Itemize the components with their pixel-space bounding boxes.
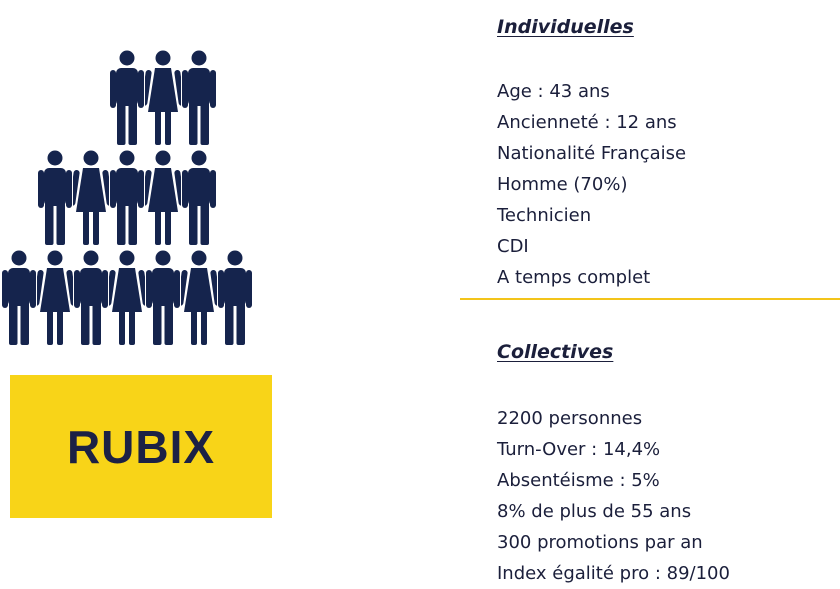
- person-icon: [110, 150, 144, 245]
- person-icon: [37, 250, 73, 345]
- person-icon: [218, 250, 252, 345]
- list-item: Homme (70%): [497, 174, 628, 195]
- person-icon: [146, 250, 180, 345]
- person-icon: [182, 150, 216, 245]
- logo-text: RUBIX: [66, 420, 216, 473]
- logo: RUBIX: [10, 375, 272, 518]
- item-list: Age : 43 ans Ancienneté : 12 ans Nationali…: [497, 76, 686, 293]
- person-icon: [109, 250, 145, 345]
- person-icon: [110, 50, 144, 145]
- people-pyramid: [2, 50, 252, 345]
- divider: [460, 298, 840, 300]
- list-item: 8% de plus de 55 ans: [497, 501, 692, 522]
- section-heading: Collectives: [497, 341, 614, 363]
- list-item: Age : 43 ans: [497, 81, 610, 102]
- section-heading: Individuelles: [497, 16, 634, 38]
- person-icon: [73, 150, 109, 245]
- person-icon: [2, 250, 36, 345]
- person-icon: [181, 250, 217, 345]
- list-item: A temps complet: [497, 267, 651, 288]
- person-icon: [74, 250, 108, 345]
- person-icon: [38, 150, 72, 245]
- item-list: 2200 personnes Turn-Over : 14,4% Absentéis…: [497, 403, 730, 589]
- person-icon: [145, 150, 181, 245]
- list-item: Technicien: [497, 205, 592, 226]
- person-icon: [145, 50, 181, 145]
- list-item: 300 promotions par an: [497, 532, 703, 553]
- list-item: Nationalité Française: [497, 143, 687, 164]
- list-item: Absentéisme : 5%: [497, 470, 660, 491]
- list-item: 2200 personnes: [497, 408, 643, 429]
- list-item: Ancienneté : 12 ans: [497, 112, 677, 133]
- person-icon: [182, 50, 216, 145]
- list-item: CDI: [497, 236, 529, 257]
- list-item: Index égalité pro : 89/100: [497, 563, 730, 584]
- list-item: Turn-Over : 14,4%: [497, 439, 661, 460]
